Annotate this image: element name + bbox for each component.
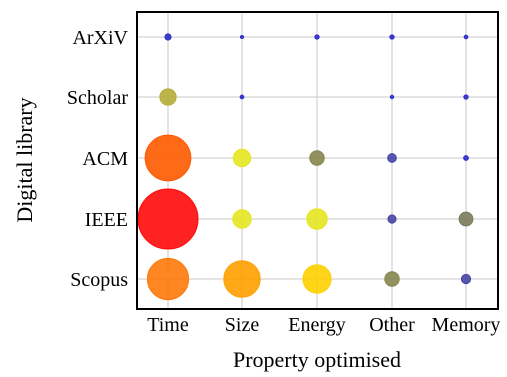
x-tick-label: Memory: [432, 314, 501, 336]
bubble-scopus-other: [384, 271, 400, 287]
y-tick-labels: ArXiV Scholar ACM IEEE Scopus: [67, 27, 129, 291]
bubble-arxiv-time: [164, 33, 172, 41]
bubble-arxiv-other: [389, 34, 395, 40]
bubble-ieee-energy: [306, 208, 328, 230]
x-tick-label: Energy: [288, 314, 345, 336]
bubble-arxiv-size: [239, 34, 245, 40]
x-axis-title: Property optimised: [233, 347, 401, 372]
y-tick-label: Scopus: [70, 269, 128, 291]
bubble-acm-size: [232, 148, 252, 168]
bubble-acm-time: [144, 134, 192, 182]
bubble-arxiv-memory: [463, 34, 469, 40]
x-tick-label: Other: [369, 314, 415, 336]
bubbles: [137, 33, 474, 301]
bubble-scopus-energy: [302, 264, 332, 294]
x-tick-label: Time: [147, 314, 189, 336]
bubble-scopus-size: [223, 260, 261, 298]
bubble-ieee-other: [387, 214, 397, 224]
bubble-scholar-size: [239, 94, 245, 100]
x-tick-labels: Time Size Energy Other Memory: [147, 314, 500, 336]
y-tick-label: ArXiV: [72, 27, 128, 49]
bubble-ieee-memory: [458, 211, 474, 227]
y-tick-label: ACM: [82, 148, 128, 170]
bubble-scholar-other: [389, 94, 395, 100]
plot-frame: [136, 11, 499, 310]
y-tick-label: IEEE: [85, 209, 128, 231]
bubble-arxiv-energy: [314, 34, 320, 40]
bubble-acm-other: [387, 153, 397, 163]
y-axis-title: Digital library: [12, 97, 37, 222]
bubble-scholar-memory: [463, 94, 469, 100]
bubble-ieee-size: [232, 209, 252, 229]
bubble-acm-memory: [463, 155, 469, 161]
bubble-scopus-time: [146, 257, 190, 301]
bubble-acm-energy: [309, 150, 325, 166]
y-tick-label: Scholar: [67, 87, 128, 109]
bubble-ieee-time: [137, 188, 199, 250]
bubble-scholar-time: [159, 88, 177, 106]
x-tick-label: Size: [225, 314, 260, 336]
bubble-scopus-memory: [460, 273, 472, 285]
